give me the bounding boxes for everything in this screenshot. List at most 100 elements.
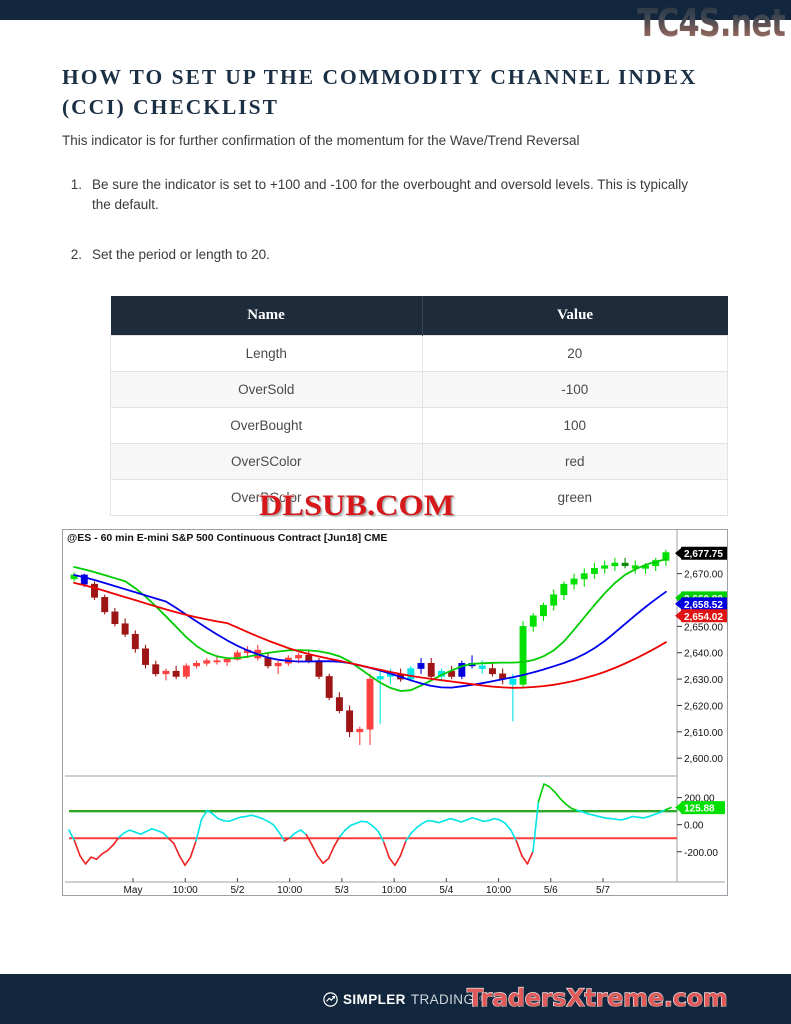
cci-segment (255, 815, 264, 820)
cci-segment (664, 806, 672, 811)
cci-segment (526, 850, 534, 865)
table-cell-name: OverSColor (110, 443, 423, 480)
cci-segment (631, 815, 639, 819)
cci-segment (454, 819, 462, 823)
parameters-table-wrapper: Name Value Length 20 OverSold -100 OverB… (110, 296, 729, 516)
cci-segment (421, 819, 429, 825)
cci-segment (543, 783, 551, 788)
cci-segment (167, 837, 175, 845)
candlestick (529, 613, 537, 632)
price-tag-4: 2,654.02 (675, 609, 727, 623)
brand-simpler: SIMPLER (343, 992, 406, 1007)
candlestick (172, 665, 180, 680)
candlestick (131, 630, 139, 653)
cci-segment (537, 783, 545, 803)
table-header-row: Name Value (110, 296, 728, 336)
cci-tick-label: -200.00 (684, 848, 718, 859)
cci-segment (73, 840, 81, 857)
table-row: OverSold -100 (110, 371, 729, 408)
intro-paragraph: This indicator is for further confirmati… (62, 133, 580, 148)
table-cell-value: 100 (421, 407, 729, 444)
brand-trading: TRADING (410, 992, 475, 1007)
candlestick (356, 726, 364, 745)
table-cell-value: -100 (421, 371, 729, 408)
candlestick (274, 660, 282, 674)
cci-segment (68, 829, 76, 842)
cci-segment (620, 817, 628, 821)
price-tick-label: 2,610.00 (684, 728, 723, 739)
candlestick (264, 652, 272, 669)
trading-chart[interactable]: @ES - 60 min E-mini S&P 500 Continuous C… (62, 529, 728, 896)
table-cell-name: OverSold (110, 371, 423, 408)
cci-segment (267, 820, 275, 826)
svg-text:2,658.52: 2,658.52 (684, 600, 723, 611)
tradersxtreme-watermark: TradersXtreme.com (466, 983, 728, 1012)
list-item-text: Set the period or length to 20. (92, 247, 270, 262)
table-row: OverBColor green (110, 479, 729, 516)
cci-segment (493, 817, 501, 821)
cci-segment (311, 844, 319, 857)
cci-segment (416, 822, 424, 829)
cci-segment (151, 827, 159, 832)
price-tick-label: 2,600.00 (684, 754, 723, 765)
cci-segment (217, 817, 225, 822)
candlestick (519, 621, 527, 687)
table-header-value: Value (422, 296, 728, 336)
cci-segment (338, 829, 346, 838)
cci-segment (570, 807, 578, 812)
cci-tick-label: 200.00 (684, 794, 715, 805)
table-header-name: Name (110, 296, 423, 336)
steps-list: 1. Be sure the indicator is set to +100 … (62, 175, 742, 283)
cci-segment (559, 798, 567, 806)
candlestick (427, 658, 435, 680)
cci-segment (515, 840, 523, 857)
x-tick-label: 5/4 (439, 885, 453, 895)
candlestick (570, 573, 578, 590)
cci-segment (112, 836, 120, 846)
candlestick (152, 660, 160, 677)
cci-segment (487, 817, 496, 822)
parameters-table: Name Value Length 20 OverSold -100 OverB… (110, 296, 729, 516)
table-cell-value: 20 (421, 335, 729, 372)
candlestick (468, 655, 476, 669)
cci-segment (383, 841, 391, 859)
candlestick (539, 602, 547, 622)
cci-segment (405, 831, 413, 842)
candlestick (111, 607, 119, 627)
cci-segment (322, 857, 330, 865)
cci-segment (250, 814, 258, 818)
candlestick (223, 658, 231, 666)
candlestick (70, 572, 78, 582)
table-cell-name: OverBought (110, 407, 423, 444)
list-item-number: 1. (70, 177, 82, 192)
cci-segment (587, 813, 595, 817)
cci-segment (184, 856, 192, 867)
candlestick (580, 568, 588, 587)
cci-segment (123, 829, 131, 834)
cci-segment (399, 840, 407, 857)
cci-segment (598, 815, 606, 819)
x-tick-label: 5/3 (335, 885, 349, 895)
price-tick-label: 2,630.00 (684, 675, 723, 686)
x-tick-label: 10:00 (486, 885, 511, 895)
candlestick (611, 557, 619, 571)
cci-segment (438, 819, 446, 824)
candlestick (550, 589, 558, 611)
x-tick-label: 5/2 (230, 885, 244, 895)
cci-segment (465, 817, 473, 821)
cci-segment (228, 818, 236, 823)
cci-segment (648, 813, 656, 818)
list-item-number: 2. (70, 247, 82, 262)
candlestick (162, 668, 170, 681)
dlsub-watermark: DLSUB.COM (258, 488, 455, 522)
cci-segment (576, 809, 584, 813)
price-tag-3: 2,658.52 (675, 597, 727, 611)
cci-segment (200, 809, 208, 821)
cci-segment (294, 829, 302, 834)
cci-segment (195, 818, 203, 842)
cci-segment (659, 808, 667, 814)
x-tick-label: 10:00 (173, 885, 198, 895)
cci-segment (156, 829, 164, 834)
candlestick (509, 673, 517, 722)
